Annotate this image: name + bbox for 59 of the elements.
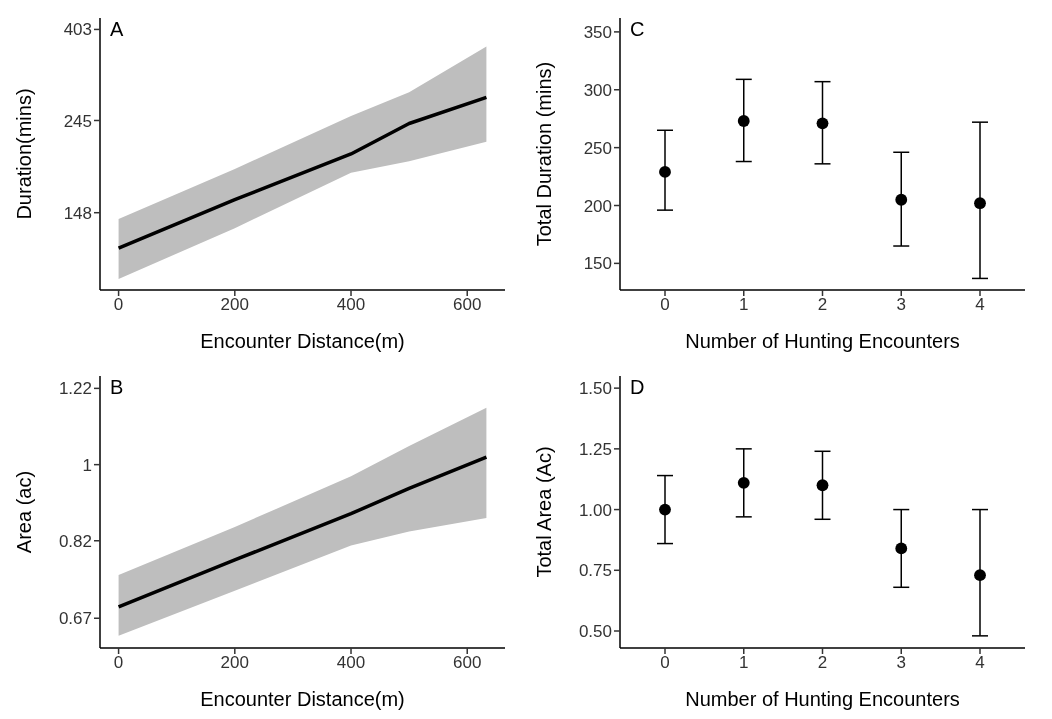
point [659, 503, 671, 516]
point [816, 117, 829, 130]
x-axis-title: Number of Hunting Encounters [685, 330, 960, 352]
y-tick-label: 0.67 [58, 609, 92, 629]
x-tick-label: 4 [975, 653, 985, 673]
y-tick-label: 200 [583, 196, 612, 216]
x-tick-label: 200 [220, 653, 249, 673]
x-tick-label: 1 [739, 653, 749, 673]
y-axis-title: Total Duration (mins) [533, 61, 556, 247]
y-tick-label: 250 [583, 138, 612, 158]
y-tick-label: 1.22 [58, 379, 92, 399]
y-axis-title: Duration(mins) [13, 88, 36, 220]
y-tick-label: 1.25 [578, 439, 612, 459]
y-tick-label: 0.82 [58, 531, 92, 551]
x-tick-label: 3 [896, 653, 906, 673]
line-series [116, 95, 489, 250]
line-series [116, 455, 489, 609]
y-tick-label: 150 [583, 254, 612, 274]
x-tick-label: 400 [336, 653, 366, 673]
x-tick-label: 2 [817, 295, 828, 315]
y-tick-label: 0.75 [578, 561, 612, 581]
annotation: C [630, 18, 645, 41]
annotation: A [110, 18, 124, 41]
point [737, 115, 750, 127]
point [895, 193, 908, 206]
x-tick-label: 0 [113, 653, 124, 673]
point [816, 479, 829, 492]
y-tick-label: 403 [63, 20, 92, 40]
x-tick-label: 200 [220, 295, 249, 315]
x-tick-label: 4 [975, 295, 985, 315]
point [659, 166, 671, 178]
y-axis-title: Area (ac) [13, 470, 36, 554]
y-tick-label: 148 [63, 203, 92, 223]
y-tick-label: 1 [82, 455, 92, 475]
x-tick-label: 600 [453, 653, 482, 673]
x-tick-label: 0 [660, 295, 670, 315]
x-tick-label: 0 [660, 653, 670, 673]
point [974, 569, 986, 582]
x-tick-label: 0 [113, 295, 124, 315]
point [895, 542, 908, 555]
y-tick-label: 300 [583, 80, 612, 100]
x-axis-title: Encounter Distance(m) [200, 688, 405, 710]
x-tick-label: 2 [817, 653, 828, 673]
point [737, 476, 750, 489]
y-tick-label: 1.00 [578, 500, 612, 520]
y-axis-title: Total Area (Ac) [533, 446, 556, 578]
y-tick-label: 0.50 [578, 622, 612, 642]
annotation: D [630, 376, 645, 399]
x-tick-label: 600 [453, 295, 482, 315]
x-tick-label: 3 [896, 295, 906, 315]
y-tick-label: 1.50 [578, 379, 612, 399]
x-tick-label: 1 [739, 295, 749, 315]
annotation: B [110, 376, 124, 399]
y-tick-label: 245 [63, 111, 92, 131]
x-axis-title: Number of Hunting Encounters [685, 688, 960, 710]
point [974, 197, 986, 210]
x-tick-label: 400 [336, 295, 366, 315]
x-axis-title: Encounter Distance(m) [200, 330, 405, 352]
y-tick-label: 350 [583, 22, 612, 42]
